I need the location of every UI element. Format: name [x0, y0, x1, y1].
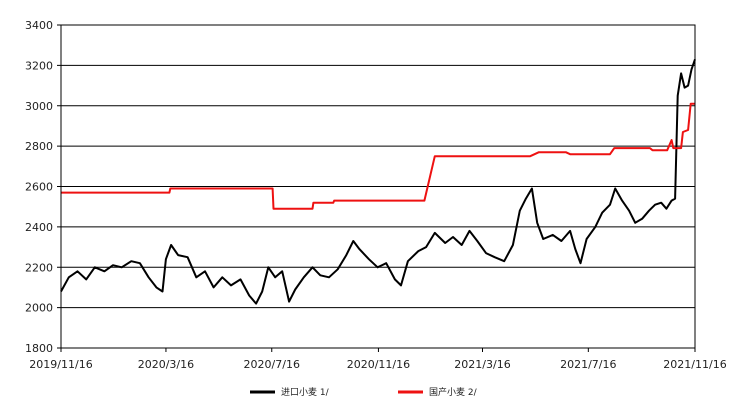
x-tick-label-6: 2021/11/16 — [663, 358, 726, 371]
series-line-import-wheat — [60, 58, 696, 305]
legend-label-import-wheat: 进口小麦 1/ — [281, 386, 330, 398]
series-line-domestic-wheat — [61, 102, 695, 210]
legend: 进口小麦 1/ 国产小麦 2/ — [250, 386, 478, 398]
y-tick-label-2600: 2600 — [25, 181, 53, 194]
x-tick-label-2: 2020/7/16 — [244, 358, 300, 371]
x-tick-label-0: 2019/11/16 — [29, 358, 92, 371]
x-tick-label-3: 2020/11/16 — [347, 358, 410, 371]
y-tick-label-2000: 2000 — [25, 302, 53, 315]
y-tick-label-3400: 3400 — [25, 19, 53, 32]
y-tick-label-2200: 2200 — [25, 261, 53, 274]
y-axis-ticks: 1800 2000 2200 2400 2600 2800 3000 3200 3400 — [25, 19, 61, 355]
y-tick-label-2800: 2800 — [25, 140, 53, 153]
x-tick-label-5: 2021/7/16 — [560, 358, 616, 371]
y-tick-label-2400: 2400 — [25, 221, 53, 234]
grid-layer — [61, 64, 695, 309]
y-tick-label-1800: 1800 — [25, 342, 53, 355]
x-tick-label-1: 2020/3/16 — [138, 358, 194, 371]
y-tick-label-3000: 3000 — [25, 100, 53, 113]
y-tick-label-3200: 3200 — [25, 59, 53, 72]
legend-label-domestic-wheat: 国产小麦 2/ — [429, 386, 478, 398]
series-layer — [60, 58, 696, 305]
x-axis-ticks: 2019/11/16 2020/3/16 2020/7/16 2020/11/16 20… — [29, 348, 727, 371]
x-tick-label-4: 2021/3/16 — [454, 358, 510, 371]
